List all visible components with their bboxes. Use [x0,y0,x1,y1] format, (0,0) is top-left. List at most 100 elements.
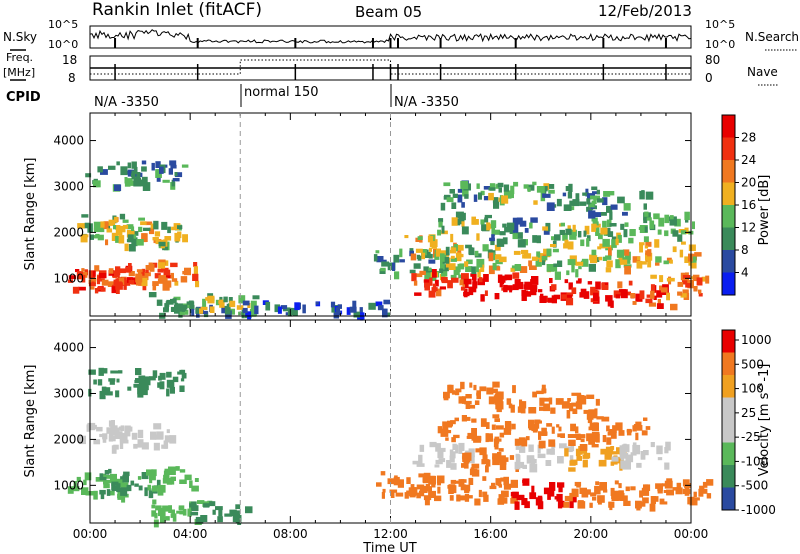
power-cell [353,311,360,318]
velocity-cell [517,406,522,413]
velocity-cell [666,489,674,496]
velocity-cell [170,513,175,518]
power-cell [566,297,574,306]
velocity-cell [448,487,454,494]
power-cell [81,274,86,283]
velocity-cell [611,456,619,462]
power-cell [490,220,497,228]
power-cell [620,223,625,230]
velocity-cell [571,488,579,498]
velocity-cell [101,386,107,395]
power-cell [606,219,612,227]
power-cell [645,241,652,247]
velocity-cell [604,452,613,460]
velocity-cell [435,459,443,465]
velocity-cell [580,438,585,443]
velocity-cell [656,445,663,455]
power-cell [119,213,126,220]
velocity-cell [624,495,628,504]
velocity-cell [660,501,668,505]
velocity-cell [511,423,516,430]
power-cell [95,233,100,239]
power-cell [138,217,145,221]
velocity-cell [657,483,661,492]
power-cell [530,217,538,223]
power-cell [701,276,709,282]
power-cell [598,233,603,240]
velocity-cell [493,383,499,388]
velocity-cell [168,466,176,475]
power-cell [193,262,198,267]
velocity-cell [522,464,527,469]
velocity-cell [706,493,712,499]
power-cell [285,312,290,316]
velocity-cell [436,475,445,484]
colorbar-swatch [722,205,735,228]
velocity-cell [102,433,108,440]
velocity-cell [233,513,238,519]
power-cell [563,204,572,211]
power-cell [583,230,587,237]
colorbar-swatch [722,420,735,443]
power-cell [174,302,178,306]
power-cell [650,274,657,279]
velocity-cell [133,383,140,388]
velocity-cell [645,426,651,430]
velocity-cell [229,509,237,517]
power-cell [434,253,440,260]
colorbar-swatch [722,115,735,138]
power-cell [593,195,597,204]
velocity-cell [437,482,441,486]
colorbar-frame [721,329,736,511]
velocity-cell [179,510,184,515]
velocity-cell [672,487,679,491]
power-cell [552,248,559,253]
colorbar-tick-label: 100 [741,382,764,396]
velocity-cell [135,378,142,382]
power-cell [677,234,683,242]
power-cell [105,239,109,246]
velocity-cell [641,502,646,507]
velocity-cell [154,512,158,519]
power-cell [113,279,120,286]
power-cell [292,310,298,317]
power-cell [446,197,454,203]
power-cell [645,298,653,304]
velocity-cell [416,484,425,490]
velocity-cell [456,494,461,502]
power-cell [617,281,623,289]
power-cell [599,243,606,249]
velocity-cell [380,471,386,476]
power-cell [666,292,670,301]
velocity-cell [454,480,460,484]
velocity-cell [625,454,634,463]
velocity-cell [78,435,86,445]
velocity-cell [163,474,169,481]
velocity-cell [126,484,132,492]
velocity-cell [480,418,487,427]
power-cell [294,302,300,311]
power-cell [180,276,188,283]
power-cell [564,279,569,284]
power-cell [653,213,660,220]
power-cell [639,244,643,253]
velocity-cell [493,438,502,442]
power-cell [431,287,438,291]
power-cell [698,293,703,297]
power-cell [587,235,591,242]
velocity-cell [492,414,500,419]
power-cell [421,252,426,260]
power-cell [127,180,136,185]
velocity-cell [541,384,546,394]
power-cell [439,268,444,274]
velocity-cell [104,479,109,485]
velocity-cell [450,479,456,484]
power-cell [140,277,148,287]
velocity-cell [116,483,121,493]
velocity-cell [600,448,607,455]
power-cell [635,293,643,302]
power-cell [247,303,251,308]
velocity-cell [83,479,87,486]
power-cell [118,268,126,274]
power-cell [513,181,519,187]
